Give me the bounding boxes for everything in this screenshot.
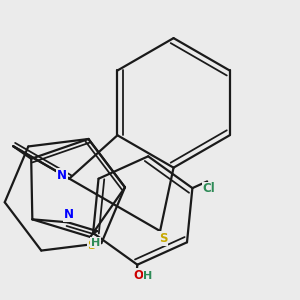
- Text: H: H: [143, 271, 153, 281]
- Text: S: S: [88, 239, 96, 252]
- Text: S: S: [159, 232, 167, 245]
- Text: H: H: [91, 238, 100, 248]
- Text: Cl: Cl: [202, 182, 215, 195]
- Text: O: O: [133, 269, 143, 282]
- Text: N: N: [57, 169, 67, 182]
- Text: N: N: [64, 208, 74, 221]
